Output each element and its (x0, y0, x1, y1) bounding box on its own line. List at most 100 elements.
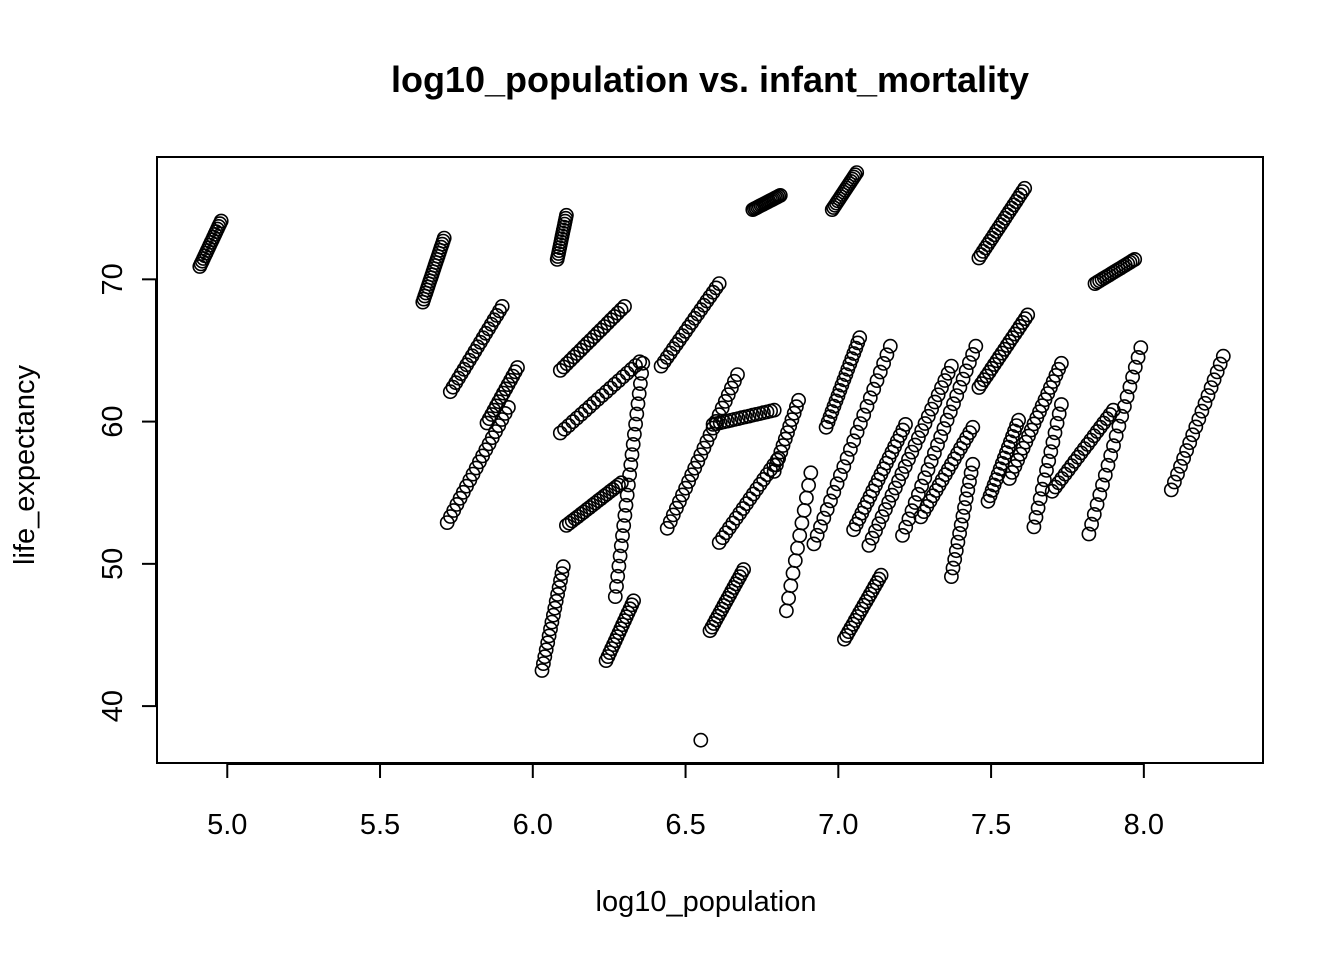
data-point (590, 391, 606, 407)
data-point (979, 368, 994, 384)
data-point (937, 373, 953, 388)
data-point (1076, 441, 1092, 456)
data-point (949, 388, 965, 403)
data-point (920, 408, 936, 424)
data-point (625, 436, 641, 452)
y-tick-label: 60 (97, 405, 129, 437)
plot-frame (156, 156, 1264, 764)
data-point (884, 487, 900, 503)
data-point (945, 560, 961, 576)
chart-title: log10_population vs. infant_mortality (391, 59, 1029, 100)
data-point (882, 338, 898, 354)
data-point (536, 656, 551, 671)
data-point (796, 502, 812, 518)
data-point (1051, 475, 1066, 491)
data-point (911, 430, 926, 446)
data-point (962, 355, 977, 370)
data-point (614, 475, 629, 491)
data-point (1067, 453, 1083, 469)
data-point (965, 346, 980, 362)
data-point (1173, 458, 1188, 474)
data-point (1020, 307, 1036, 323)
data-point (611, 477, 626, 493)
data-point (1170, 466, 1185, 482)
data-point (953, 517, 969, 533)
data-point (952, 526, 967, 541)
data-point (540, 635, 556, 651)
data-point (957, 500, 972, 515)
data-point (727, 373, 742, 389)
data-point (720, 387, 736, 403)
x-tick-label: 8.0 (1124, 809, 1164, 841)
data-point (984, 360, 1000, 376)
data-point (1209, 364, 1225, 380)
data-point (944, 358, 959, 374)
data-point (934, 380, 949, 395)
data-point (1124, 253, 1140, 269)
data-point (809, 527, 825, 543)
data-point (616, 518, 632, 533)
data-point (635, 355, 651, 371)
data-point (1215, 348, 1231, 364)
data-point (672, 494, 687, 509)
data-point (1012, 318, 1028, 334)
data-point (1103, 448, 1119, 463)
data-point (849, 424, 865, 440)
data-point (968, 338, 984, 354)
data-point (551, 580, 567, 595)
data-point (569, 410, 585, 426)
data-point (784, 412, 800, 428)
data-point (623, 457, 639, 473)
data-point (561, 418, 577, 433)
data-point (1111, 418, 1127, 434)
data-point (622, 467, 637, 483)
data-point (1095, 477, 1110, 493)
data-point (728, 510, 744, 526)
data-point (617, 298, 632, 314)
data-point (872, 364, 888, 380)
data-point (940, 365, 956, 381)
data-point (665, 507, 681, 523)
data-point (696, 440, 712, 456)
data-point (1083, 432, 1099, 448)
data-point (806, 536, 822, 552)
data-point (1017, 311, 1033, 327)
data-point (554, 566, 570, 581)
data-point (722, 520, 737, 536)
data-point (1060, 462, 1076, 478)
data-point (936, 421, 952, 436)
data-point (992, 349, 1007, 365)
data-point (1089, 497, 1105, 512)
data-point (613, 538, 629, 554)
y-tick-label: 40 (97, 690, 129, 722)
data-point (693, 447, 709, 463)
data-point (927, 394, 943, 410)
data-point (627, 426, 642, 442)
data-point (678, 480, 693, 496)
data-point (867, 579, 882, 594)
data-point (826, 484, 842, 500)
data-point (994, 345, 1010, 361)
data-point (543, 621, 558, 637)
data-point (1179, 443, 1194, 458)
data-point (766, 463, 782, 479)
data-point (1054, 471, 1070, 486)
data-point (609, 579, 624, 594)
data-point (1073, 445, 1089, 461)
data-point (917, 416, 933, 431)
data-point (555, 559, 571, 575)
data-point (1057, 466, 1073, 482)
data-point (1212, 356, 1228, 372)
data-point (1015, 184, 1030, 199)
data-point (1122, 379, 1138, 395)
data-point (773, 444, 789, 460)
data-point (852, 330, 868, 346)
data-point (955, 371, 971, 387)
data-point (1054, 355, 1069, 371)
data-point (997, 341, 1012, 357)
data-point (920, 462, 936, 477)
data-point (1108, 428, 1124, 444)
y-tick-label: 70 (97, 263, 129, 295)
data-point (952, 379, 968, 395)
